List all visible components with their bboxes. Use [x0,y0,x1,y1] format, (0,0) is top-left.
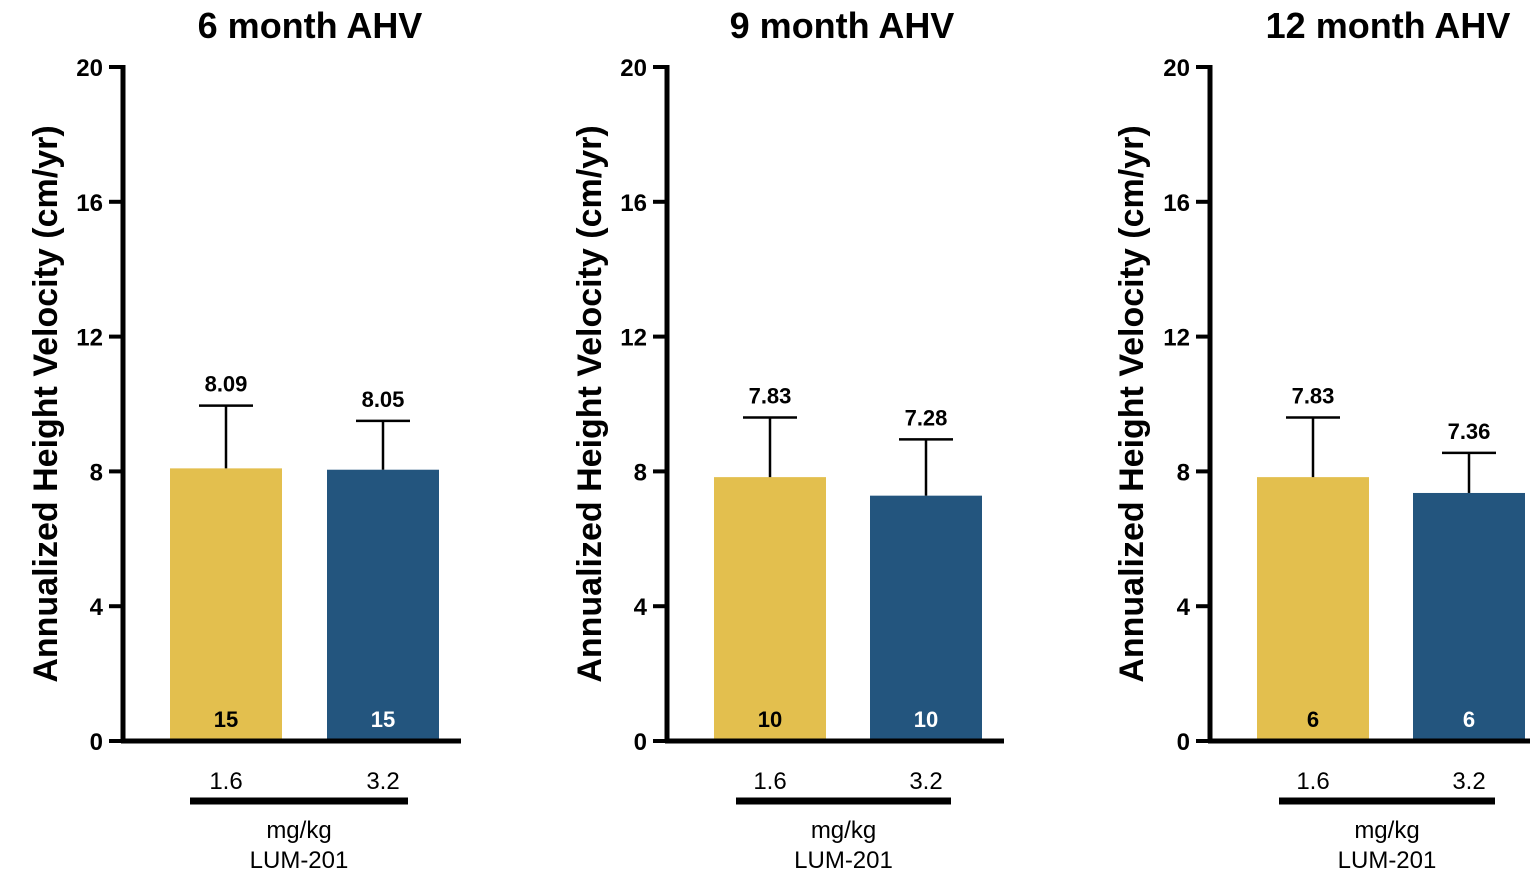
group-label-unit: mg/kg [1354,817,1419,844]
x-tick-label: 3.2 [909,768,942,795]
y-tick-label: 16 [620,190,647,217]
y-tick-label: 4 [634,594,648,621]
x-tick-label: 3.2 [366,768,399,795]
chart-title: 9 month AHV [730,5,955,46]
bar-3.2 [1413,492,1525,741]
data-label: 7.83 [1292,383,1335,408]
y-axis-label: Annualized Height Velocity (cm/yr) [571,125,609,682]
chart-panel-1: 6 month AHV Annualized Height Velocity (c… [27,5,461,874]
chart-title: 12 month AHV [1266,5,1511,46]
group-label-drug: LUM-201 [794,847,893,872]
group-label-unit: mg/kg [266,817,331,844]
group-label-drug: LUM-201 [250,847,349,872]
y-tick-label: 4 [90,594,104,621]
y-tick-label: 8 [634,459,647,486]
y-tick-label: 8 [90,459,103,486]
y-tick-label: 0 [90,729,103,756]
n-label: 6 [1463,707,1475,732]
n-label: 15 [371,707,395,732]
data-label: 8.09 [205,372,248,397]
y-tick-label: 0 [1177,729,1190,756]
data-label: 7.36 [1448,419,1491,444]
bar-3.2 [870,495,982,741]
chart-panel-2: 9 month AHV Annualized Height Velocity (c… [571,5,1004,874]
y-tick-label: 16 [1163,190,1190,217]
data-label: 7.28 [905,405,948,430]
y-tick-label: 12 [620,325,647,352]
data-label: 7.83 [749,383,792,408]
chart-panel-3: 12 month AHV Annualized Height Velocity (… [1113,5,1530,874]
n-label: 15 [214,707,238,732]
bar-3.2 [327,469,439,741]
bar-1.6 [1257,477,1369,741]
y-tick-label: 0 [634,729,647,756]
n-label: 10 [914,707,938,732]
x-tick-label: 1.6 [209,768,242,795]
x-tick-label: 1.6 [1296,768,1329,795]
group-label-drug: LUM-201 [1338,847,1437,872]
bar-1.6 [714,477,826,741]
y-tick-label: 12 [1163,325,1190,352]
y-tick-label: 20 [1163,55,1190,82]
y-axis-label: Annualized Height Velocity (cm/yr) [27,125,65,682]
group-label-unit: mg/kg [811,817,876,844]
y-tick-label: 12 [76,325,103,352]
n-label: 10 [758,707,782,732]
y-tick-label: 8 [1177,459,1190,486]
chart-title: 6 month AHV [198,5,423,46]
bar-1.6 [170,468,282,741]
y-tick-label: 20 [76,55,103,82]
x-tick-label: 3.2 [1452,768,1485,795]
y-axis-label: Annualized Height Velocity (cm/yr) [1113,125,1151,682]
y-tick-label: 20 [620,55,647,82]
x-tick-label: 1.6 [753,768,786,795]
y-tick-label: 4 [1177,594,1191,621]
n-label: 6 [1307,707,1319,732]
data-label: 8.05 [362,387,405,412]
y-tick-label: 16 [76,190,103,217]
